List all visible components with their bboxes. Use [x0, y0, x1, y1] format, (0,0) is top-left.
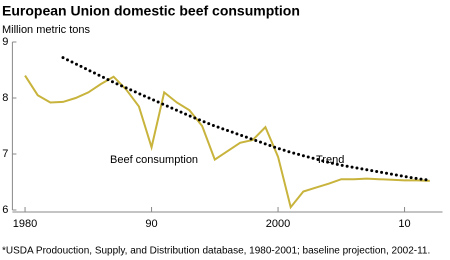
x-tick-label: 90: [145, 218, 157, 230]
chart-subtitle: Million metric tons: [2, 24, 91, 36]
series-label: Trend: [316, 154, 344, 166]
x-tick-label: 2000: [266, 218, 290, 230]
series-label: Beef consumption: [110, 154, 198, 166]
y-tick-label: 6: [2, 204, 8, 216]
chart-title: European Union domestic beef consumption: [2, 3, 300, 19]
y-tick-label: 9: [2, 36, 8, 48]
x-tick-label: 1980: [13, 218, 37, 230]
x-tick-label: 10: [398, 218, 410, 230]
y-tick-label: 7: [2, 148, 8, 160]
y-tick-label: 8: [2, 92, 8, 104]
series-line: [24, 75, 430, 210]
footnote: *USDA Prodouction, Supply, and Distribut…: [2, 246, 430, 257]
series-line: [61, 56, 432, 182]
